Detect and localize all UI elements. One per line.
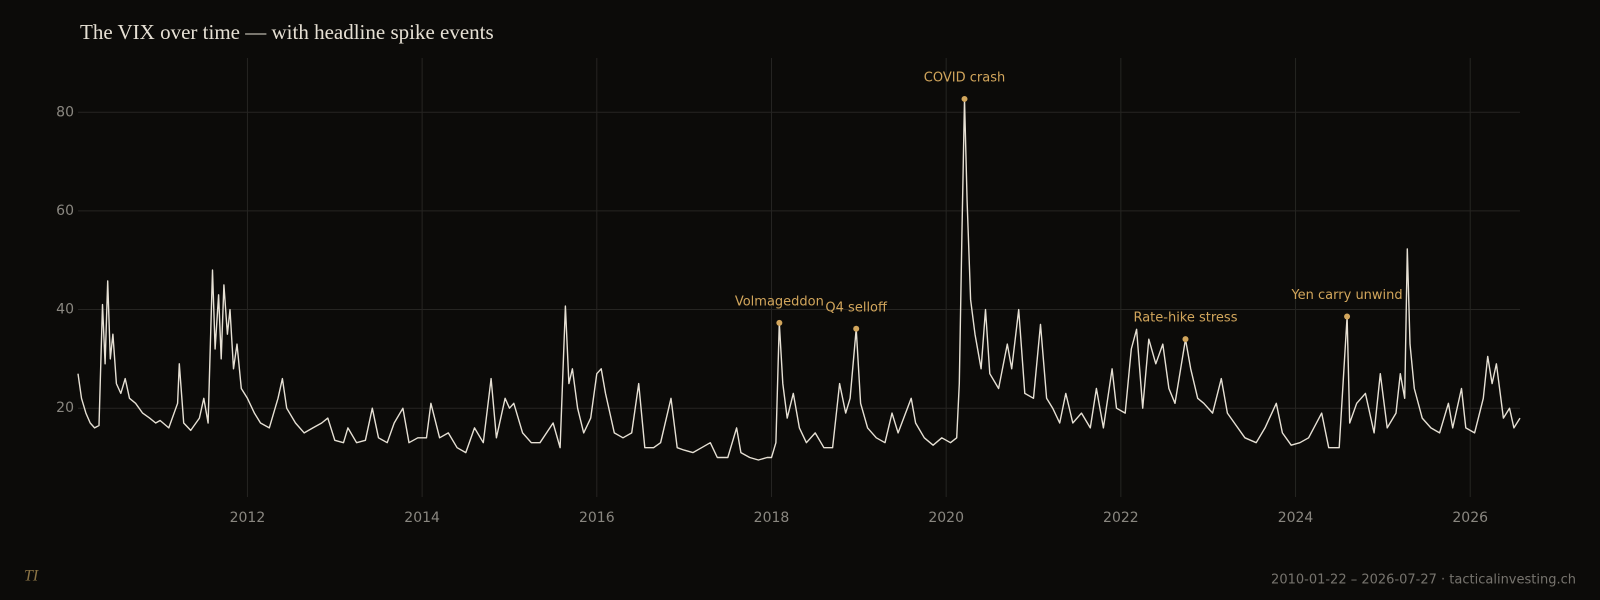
event-marker xyxy=(776,319,783,326)
x-tick-label: 2026 xyxy=(1452,510,1488,526)
x-tick-label: 2016 xyxy=(579,510,615,526)
event-marker xyxy=(1182,336,1189,343)
event-label: Q4 selloff xyxy=(825,300,888,315)
y-tick-label: 80 xyxy=(56,104,74,120)
x-tick-label: 2024 xyxy=(1278,510,1314,526)
y-tick-label: 20 xyxy=(56,400,74,416)
event-marker xyxy=(961,95,968,102)
event-label: Volmageddon xyxy=(735,294,824,309)
footer: 2010-01-22 – 2026-07-27 · tacticalinvest… xyxy=(1271,573,1576,588)
event-marker xyxy=(1344,313,1351,320)
event-label: COVID crash xyxy=(924,70,1005,85)
x-tick-label: 2018 xyxy=(754,510,790,526)
y-tick-label: 60 xyxy=(56,203,74,219)
logo: TI xyxy=(24,568,39,585)
chart-title: The VIX over time — with headline spike … xyxy=(80,20,494,44)
event-label: Yen carry unwind xyxy=(1290,288,1402,303)
event-label: Rate-hike stress xyxy=(1133,311,1237,326)
event-marker xyxy=(853,325,860,332)
x-tick-label: 2022 xyxy=(1103,510,1139,526)
x-tick-label: 2020 xyxy=(928,510,964,526)
x-tick-label: 2014 xyxy=(404,510,440,526)
x-tick-label: 2012 xyxy=(230,510,266,526)
y-tick-label: 40 xyxy=(56,302,74,318)
vix-line xyxy=(77,98,1521,461)
